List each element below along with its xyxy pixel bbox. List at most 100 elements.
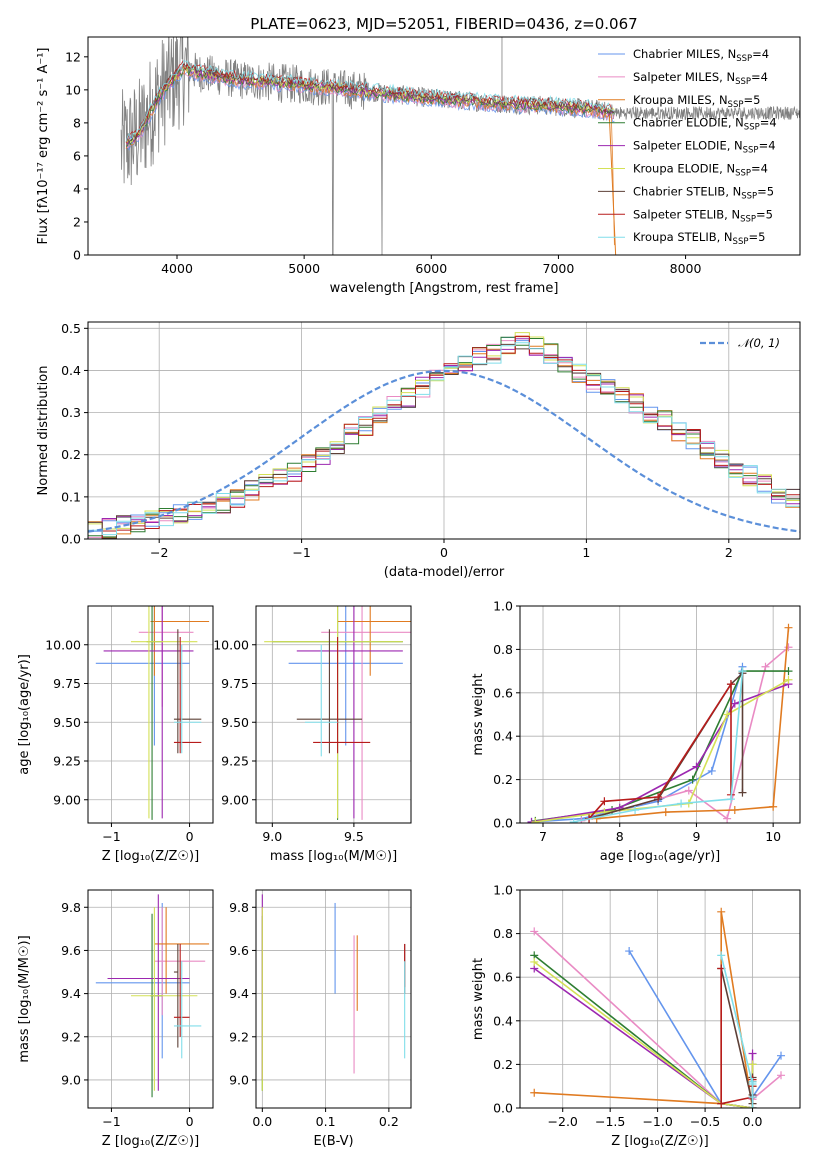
x-tick-label: −1: [102, 829, 120, 844]
y-tick-label: 9.8: [229, 900, 249, 915]
panel-residuals: −2 −1 0 1 2 0.0 0.1 0.2 0.3 0.4 0.5 (data-model)/er…: [36, 321, 801, 580]
y-tick-label: 0.4: [493, 729, 513, 744]
weight-marker: [707, 766, 716, 775]
legend-entry: Chabrier ELODIE, NSSP=4: [633, 116, 777, 133]
y-tick-label: 8: [73, 115, 81, 130]
y-tick-label: 9.0: [61, 1072, 81, 1087]
panel-mass-vs-z: −1 0 9.0 9.2 9.4 9.6 9.8 Z [log₁₀(Z/Z☉)] mass [l…: [17, 889, 214, 1149]
plot-area: [530, 907, 786, 1108]
legend-entry: Chabrier MILES, NSSP=4: [633, 47, 769, 64]
x-tick-label: −2.0: [548, 1114, 578, 1129]
weight-marker: [777, 1071, 786, 1080]
y-axis-label: Flux [fλ10⁻¹⁷ erg cm⁻² s⁻¹ A⁻¹]: [36, 48, 51, 245]
panel-mass-weight-vs-age: 7 8 9 10 0.0 0.2 0.4 0.6 0.8 1.0 age [log₁₀(age/yr…: [471, 599, 801, 864]
y-tick-label: 9.25: [221, 754, 249, 769]
x-axis-label: E(B-V): [313, 1134, 353, 1149]
weight-marker: [726, 795, 735, 804]
panel-mass-weight-vs-z: −2.0 −1.5 −1.0 −0.5 0.0 0.0 0.2 0.4 0.6 0.8 1.0 Z […: [471, 883, 801, 1149]
x-tick-label: 1: [582, 545, 590, 560]
y-axis-label: mass weight: [471, 673, 486, 755]
legend-entry: Salpeter STELIB, NSSP=5: [633, 207, 773, 224]
x-axis-label: wavelength [Angstrom, rest frame]: [330, 281, 559, 296]
y-tick-label: 2: [73, 214, 81, 229]
spectrum-legend: Chabrier MILES, NSSP=4 Salpeter MILES, NS…: [598, 47, 777, 247]
weight-marker: [531, 817, 540, 823]
x-tick-label: 0.2: [379, 1114, 399, 1129]
y-tick-label: 10: [65, 82, 81, 97]
figure-title: PLATE=0623, MJD=52051, FIBERID=0436, z=0…: [250, 15, 637, 33]
y-axis-label: Normed distribution: [36, 366, 51, 496]
weight-marker: [692, 762, 701, 771]
axes-frame: [519, 605, 801, 824]
x-tick-label: 4000: [161, 261, 193, 276]
y-tick-label: 12: [65, 49, 81, 64]
legend-entry: Salpeter ELODIE, NSSP=4: [633, 139, 776, 156]
weight-marker: [530, 927, 539, 936]
y-tick-label: 9.8: [61, 900, 81, 915]
x-tick-label: 0: [440, 545, 448, 560]
weight-line-1: [628, 950, 782, 1108]
weight-marker: [631, 805, 640, 814]
weight-marker: [748, 1060, 757, 1069]
y-axis-label: mass weight: [471, 958, 486, 1040]
normal-curve: [88, 369, 800, 533]
y-tick-label: 9.4: [229, 986, 249, 1001]
weight-marker: [784, 623, 793, 632]
weight-marker: [625, 947, 634, 956]
weight-marker: [784, 667, 793, 676]
x-tick-label: 10: [765, 829, 781, 844]
weight-marker: [748, 1093, 757, 1102]
x-tick-label: −0.5: [690, 1114, 720, 1129]
x-tick-label: 6000: [415, 261, 447, 276]
y-tick-label: 9.50: [53, 715, 81, 730]
y-tick-label: 10.00: [45, 637, 81, 652]
x-tick-label: 0: [186, 1114, 194, 1129]
y-tick-label: 0.1: [61, 489, 81, 504]
panel-age-vs-z: −1 0 9.00 9.25 9.50 9.75 10.00 Z [log₁₀(Z/Z☉)] a…: [17, 605, 214, 864]
y-tick-label: 0.8: [493, 642, 513, 657]
weight-marker: [654, 792, 663, 801]
weight-marker: [661, 808, 670, 817]
x-tick-label: −1.5: [595, 1114, 625, 1129]
y-tick-label: 0.6: [493, 970, 513, 985]
plot-area: [120, 37, 800, 255]
x-tick-label: 7000: [543, 261, 575, 276]
y-tick-label: 9.6: [61, 943, 81, 958]
weight-marker: [726, 680, 735, 689]
legend-entry: Kroupa ELODIE, NSSP=4: [633, 162, 768, 179]
weight-marker: [730, 699, 739, 708]
axes-frame: [87, 321, 801, 540]
x-tick-label: −1: [292, 545, 310, 560]
model-spectrum-9: [125, 59, 615, 143]
weight-marker: [723, 814, 732, 823]
weight-marker: [530, 957, 539, 966]
x-tick-label: 8000: [670, 261, 702, 276]
x-tick-label: 0.1: [316, 1114, 336, 1129]
x-tick-label: 9: [692, 829, 700, 844]
weight-marker: [530, 1088, 539, 1097]
weight-marker: [688, 775, 697, 784]
plot-area: [88, 332, 800, 539]
y-tick-label: 0.2: [61, 447, 81, 462]
weight-marker: [684, 786, 693, 795]
y-tick-label: 9.2: [229, 1029, 249, 1044]
weight-marker: [748, 1077, 757, 1086]
weight-marker: [717, 951, 726, 960]
y-tick-label: 0.4: [61, 363, 81, 378]
x-axis-label: Z [log₁₀(Z/Z☉)]: [102, 849, 199, 864]
axes-frame: [87, 889, 214, 1109]
legend-entry: Chabrier STELIB, NSSP=5: [633, 184, 774, 201]
y-tick-label: 9.0: [229, 1072, 249, 1087]
axes-frame: [255, 889, 412, 1109]
x-tick-label: −1: [102, 1114, 120, 1129]
y-tick-label: 1.0: [493, 599, 513, 614]
plot-area: [95, 606, 210, 820]
weight-marker: [738, 667, 747, 676]
y-tick-label: 9.25: [53, 754, 81, 769]
histogram-9: [88, 342, 800, 536]
x-tick-label: 5000: [288, 261, 320, 276]
weight-marker: [569, 817, 578, 823]
weight-line-2: [533, 930, 782, 1108]
y-axis-label: age [log₁₀(age/yr)]: [17, 654, 32, 775]
